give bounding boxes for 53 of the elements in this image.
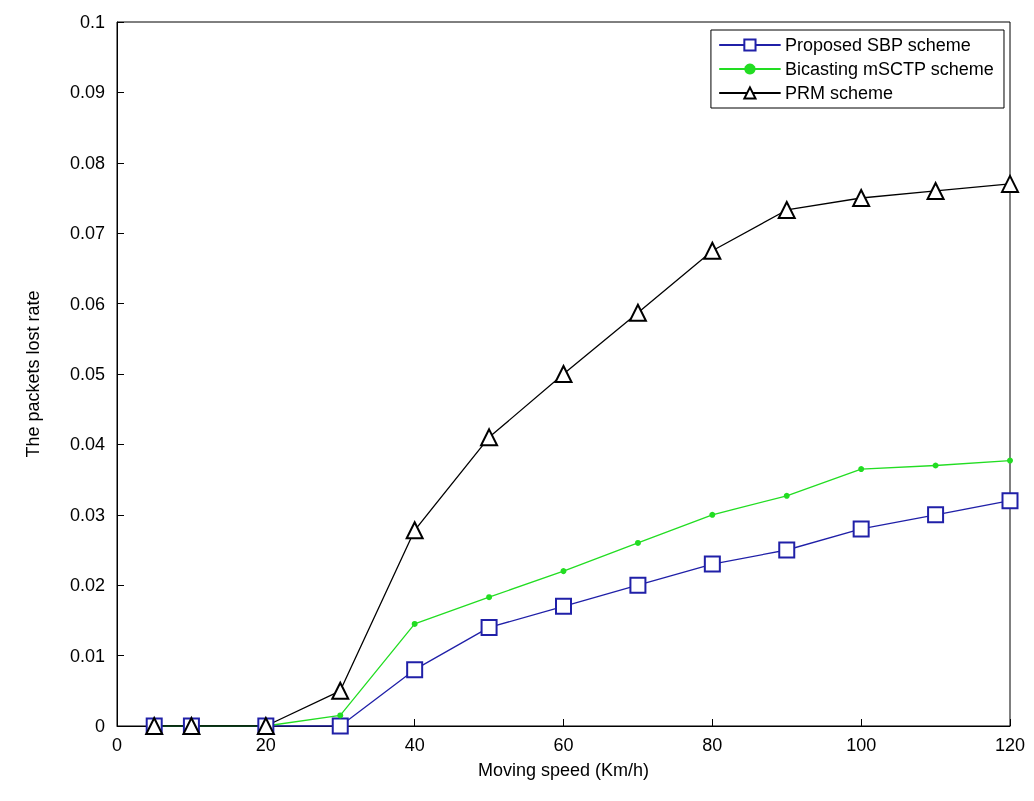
point [927,506,945,524]
point [932,462,939,469]
point [709,511,716,518]
x-tick-label: 40 [404,735,425,755]
x-tick-label: 80 [702,735,723,755]
point [554,365,573,383]
y-tick-label: 0.03 [69,504,105,525]
point [634,539,641,546]
point [1001,492,1019,510]
point [555,597,572,615]
y-tick-label: 0.06 [69,293,105,314]
point [1001,174,1019,193]
point [486,594,493,601]
point [852,520,870,538]
x-tick-label: 120 [994,735,1026,755]
point [703,555,721,573]
point [331,681,350,700]
y-tick-label: 0.07 [69,223,105,244]
point [405,521,424,540]
point [411,620,418,627]
point [560,568,567,575]
point [703,241,722,260]
legend-label: Proposed SBP scheme [784,35,971,55]
y-tick-label: 0 [94,716,105,736]
y-tick-label: 0.09 [69,82,105,103]
y-tick-label: 0.08 [69,152,105,173]
y-tick-label: 0.05 [69,364,105,384]
point [778,541,796,559]
point [331,717,349,735]
point [777,200,796,219]
point [926,181,945,200]
point [480,428,499,447]
point [1007,457,1013,464]
y-tick-label: 0.04 [69,434,105,455]
point [628,303,647,322]
x-tick-label: 20 [255,735,276,755]
y-tick-label: 0.01 [69,645,105,666]
x-axis-title: Moving speed (Km/h) [477,760,650,780]
legend-label: PRM scheme [784,83,893,103]
point [858,466,865,473]
y-axis-title: The packets lost rate [23,290,43,458]
legend-label: Bicasting mSCTP scheme [784,59,994,79]
point [629,576,647,594]
x-tick-label: 100 [846,735,877,755]
x-tick-label: 0 [111,735,123,755]
point [337,712,344,719]
y-tick-label: 0.1 [79,12,105,32]
point [852,189,871,207]
point [406,661,424,679]
y-tick-label: 0.02 [69,575,105,596]
point [480,618,498,636]
point [783,492,790,499]
x-tick-label: 60 [553,735,574,755]
